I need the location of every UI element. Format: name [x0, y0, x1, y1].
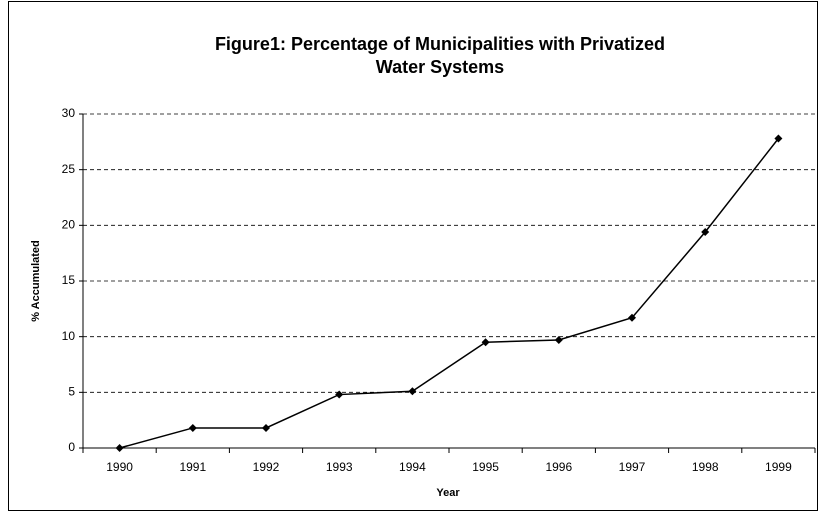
x-tick-label: 1994 — [399, 460, 426, 474]
marker — [408, 387, 417, 396]
chart-title: Figure1: Percentage of Municipalities wi… — [215, 34, 665, 54]
marker — [628, 313, 636, 322]
marker — [188, 423, 197, 432]
y-tick-label: 5 — [68, 385, 75, 399]
marker — [701, 228, 710, 237]
chart-title: Water Systems — [376, 57, 504, 77]
marker — [774, 134, 783, 143]
x-tick-label: 1992 — [253, 460, 280, 474]
y-tick-label: 25 — [62, 162, 76, 176]
x-tick-label: 1998 — [692, 460, 719, 474]
y-tick-label: 10 — [62, 329, 76, 343]
x-tick-label: 1990 — [106, 460, 133, 474]
x-tick-label: 1996 — [545, 460, 572, 474]
y-tick-label: 20 — [62, 218, 76, 232]
x-tick-label: 1995 — [472, 460, 499, 474]
y-axis-title: % Accumulated — [30, 240, 42, 322]
x-tick-label: 1993 — [326, 460, 353, 474]
line — [119, 138, 779, 449]
marker — [262, 423, 270, 432]
y-tick-label: 30 — [62, 106, 76, 120]
x-tick-label: 1991 — [179, 460, 206, 474]
x-tick-label: 1999 — [765, 460, 792, 474]
marker — [335, 390, 344, 399]
marker — [115, 444, 124, 452]
y-tick-label: 15 — [62, 273, 76, 287]
x-axis-title: Year — [436, 487, 460, 499]
marker — [554, 336, 563, 345]
y-tick-label: 0 — [68, 440, 75, 454]
x-tick-label: 1997 — [619, 460, 646, 474]
marker — [481, 338, 490, 347]
chart-frame — [8, 1, 818, 511]
